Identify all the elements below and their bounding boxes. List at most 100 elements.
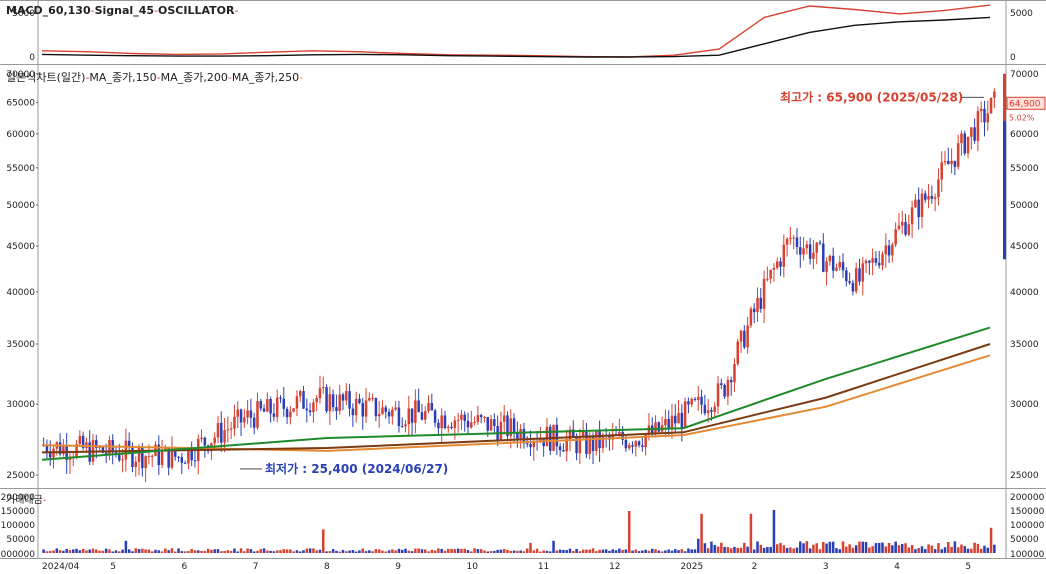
- volume-bar: [545, 550, 549, 553]
- candle-body: [910, 207, 914, 225]
- candle-body: [368, 398, 371, 401]
- candle-body: [746, 325, 749, 348]
- volume-bar: [72, 549, 75, 553]
- x-tick-label: 3: [822, 562, 829, 572]
- candle-body: [532, 440, 536, 448]
- volume-bar: [647, 550, 651, 553]
- candle-body: [410, 408, 414, 423]
- candle-body: [456, 419, 460, 421]
- volume-bar: [331, 549, 335, 553]
- volume-bar: [493, 550, 496, 553]
- candle-body: [667, 419, 670, 429]
- volume-bar: [397, 548, 401, 553]
- candle-body: [371, 398, 374, 400]
- candle-body: [525, 443, 529, 445]
- candle-body: [200, 437, 203, 440]
- candle-body: [831, 255, 835, 271]
- candle-body: [233, 416, 236, 429]
- volume-bar: [308, 548, 312, 553]
- candle-body: [479, 415, 483, 418]
- candle-body: [950, 160, 953, 165]
- current-change-value: 5.02%: [1009, 113, 1035, 122]
- high-price-label: 최고가 : 65,900 (2025/05/28): [780, 89, 963, 104]
- candle-body: [838, 262, 841, 268]
- volume-bar: [164, 548, 167, 553]
- volume-bar: [858, 541, 861, 553]
- volume-bar: [137, 549, 141, 553]
- price-tick-left: 50000: [6, 201, 35, 211]
- price-chart[interactable]: 7000070000650006500060000600005500055000…: [0, 65, 1046, 489]
- candle-body: [874, 258, 878, 263]
- candle-body: [562, 450, 565, 452]
- low-price-label: 최저가 : 25,400 (2024/06/27): [265, 461, 448, 476]
- candle-body: [160, 451, 164, 466]
- volume-bar: [272, 551, 276, 553]
- range-bar-down: [1003, 121, 1006, 260]
- candle-body: [795, 237, 799, 248]
- x-tick-label: 9: [395, 562, 402, 572]
- volume-bar: [775, 544, 779, 553]
- candle-body: [897, 225, 901, 230]
- volume-bar: [877, 543, 881, 553]
- candle-body: [338, 394, 341, 412]
- candle-body: [930, 195, 934, 199]
- volume-bar: [239, 548, 243, 553]
- candle-body: [818, 242, 822, 244]
- volume-bar: [960, 544, 963, 553]
- volume-bar: [930, 545, 934, 553]
- candle-body: [150, 455, 154, 457]
- volume-bar: [894, 541, 897, 553]
- volume-bar: [440, 548, 443, 553]
- volume-bar: [295, 550, 299, 553]
- volume-bar: [52, 550, 55, 553]
- price-tick-left: 40000: [6, 288, 35, 298]
- volume-bar: [206, 548, 210, 553]
- candle-body: [229, 428, 233, 430]
- candle-body: [473, 422, 476, 424]
- volume-bar: [644, 549, 647, 553]
- candle-body: [190, 448, 193, 461]
- candle-body: [664, 419, 667, 426]
- volume-tick-left: 150000: [1, 507, 36, 517]
- volume-bar: [197, 550, 200, 553]
- x-axis: 2024/04 5 6 7 8 9 10 11 12 2025 2 3 4 5: [0, 558, 1046, 574]
- volume-bar: [134, 548, 138, 553]
- volume-bar: [509, 550, 513, 553]
- candle-body: [894, 229, 897, 245]
- candle-body: [575, 437, 578, 454]
- candle-body: [397, 407, 401, 427]
- volume-bar: [203, 550, 207, 553]
- volume-bar: [621, 549, 624, 553]
- volume-bar: [460, 548, 463, 553]
- volume-bar: [236, 551, 239, 553]
- candle-body: [845, 270, 848, 282]
- candle-body: [272, 413, 276, 417]
- volume-bar: [891, 545, 894, 553]
- x-tick-label: 2: [751, 562, 758, 572]
- volume-bar: [868, 547, 871, 553]
- volume-bar: [243, 551, 246, 553]
- candle-body: [292, 408, 295, 412]
- candle-body: [585, 431, 588, 454]
- volume-bar: [542, 550, 545, 553]
- x-tick-label: 8: [324, 562, 330, 572]
- candle-body: [674, 415, 677, 424]
- candle-body: [404, 424, 407, 427]
- candle-body: [437, 422, 440, 429]
- volume-bar: [907, 547, 911, 553]
- price-tick-right: 30000: [1010, 400, 1039, 410]
- candle-body: [657, 422, 661, 432]
- candle-body: [499, 421, 503, 441]
- candle-body: [315, 398, 318, 403]
- candle-body: [269, 399, 272, 414]
- volume-tick-left: 200000: [1, 493, 36, 503]
- volume-bar: [318, 549, 322, 553]
- candle-body: [466, 420, 470, 428]
- candle-body: [177, 456, 180, 458]
- volume-bar: [848, 544, 851, 553]
- candle-body: [58, 442, 62, 455]
- volume-bar: [572, 550, 575, 553]
- candle-body: [450, 426, 453, 429]
- volume-bar: [779, 542, 782, 553]
- candle-body: [785, 238, 789, 245]
